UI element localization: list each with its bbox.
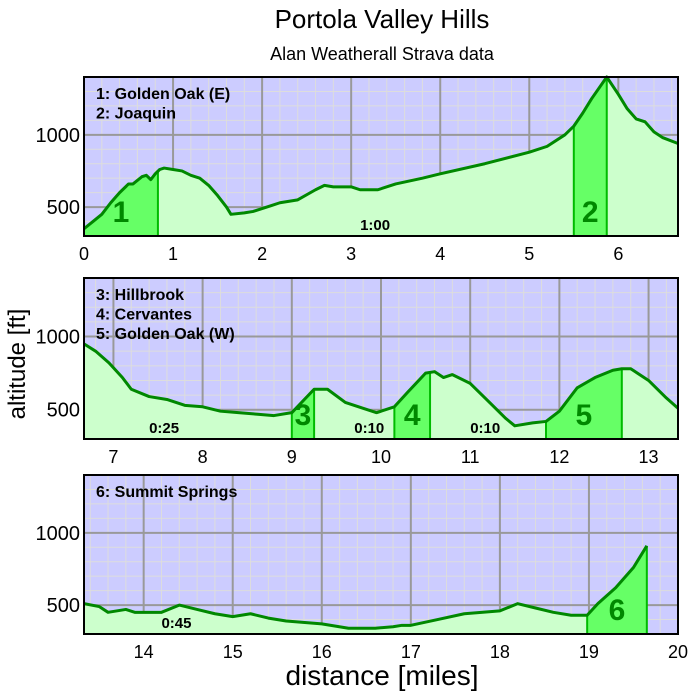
legend-entry: 2: Joaquin bbox=[96, 106, 176, 123]
panel-1: 1 2 1:00 1: Golden Oak (E) 2: Joaquin 500 1000… bbox=[36, 75, 679, 264]
climb-segment bbox=[546, 368, 622, 439]
climb-number-label: 1 bbox=[113, 196, 130, 229]
x-tick-label: 9 bbox=[287, 447, 297, 467]
split-time-label: 0:10 bbox=[470, 420, 500, 437]
elevation-area bbox=[84, 343, 678, 439]
x-tick-label: 16 bbox=[312, 642, 332, 662]
climb-number-label: 6 bbox=[609, 594, 626, 627]
x-axis-label: distance [miles] bbox=[285, 660, 479, 691]
climb-segment bbox=[291, 389, 315, 439]
climb-segment bbox=[84, 171, 158, 236]
split-time-label: 0:25 bbox=[149, 420, 179, 437]
legend-entry: 6: Summit Springs bbox=[96, 484, 237, 501]
x-tick-label: 4 bbox=[435, 244, 445, 264]
x-tick-label: 13 bbox=[639, 447, 659, 467]
climb-number-label: 2 bbox=[582, 196, 599, 229]
panel-2: 3 4 5 0:25 0:10 0:10 3: Hillbrook 4: Cervantes 5… bbox=[36, 277, 679, 467]
panel-3: 6 0:45 6: Summit Springs 500 1000 14 15 16 17 18 1… bbox=[36, 474, 688, 662]
x-tick-label: 12 bbox=[549, 447, 569, 467]
legend-entry: 4: Cervantes bbox=[96, 307, 192, 324]
y-tick-label: 500 bbox=[47, 400, 80, 422]
x-tick-label: 15 bbox=[223, 642, 243, 662]
legend-entry: 5: Golden Oak (W) bbox=[96, 326, 235, 343]
elevation-line bbox=[83, 75, 679, 230]
elevation-area bbox=[84, 77, 678, 236]
climb-number-label: 3 bbox=[295, 399, 312, 432]
x-tick-label: 11 bbox=[461, 447, 480, 467]
split-time-label: 1:00 bbox=[360, 217, 390, 234]
plot-frame bbox=[83, 76, 679, 237]
split-time-label: 0:45 bbox=[161, 615, 191, 632]
chart-title: Portola Valley Hills bbox=[274, 4, 490, 34]
y-tick-label: 1000 bbox=[36, 327, 81, 349]
x-tick-label: 7 bbox=[108, 447, 118, 467]
x-tick-label: 0 bbox=[79, 244, 89, 264]
x-tick-label: 5 bbox=[524, 244, 534, 264]
x-tick-label: 1 bbox=[168, 244, 178, 264]
y-tick-label: 500 bbox=[47, 197, 80, 219]
split-time-label: 0:10 bbox=[354, 420, 384, 437]
y-tick-label: 500 bbox=[47, 595, 80, 617]
climb-number-label: 4 bbox=[404, 399, 421, 432]
legend-entry: 1: Golden Oak (E) bbox=[96, 86, 230, 103]
x-tick-label: 2 bbox=[257, 244, 267, 264]
climb-segment bbox=[394, 372, 431, 439]
x-tick-label: 8 bbox=[198, 447, 208, 467]
legend-entry: 3: Hillbrook bbox=[96, 287, 184, 304]
elevation-area bbox=[84, 545, 647, 634]
x-tick-label: 18 bbox=[490, 642, 510, 662]
elevation-line bbox=[83, 342, 679, 428]
climb-segment bbox=[587, 545, 647, 634]
elevation-line bbox=[83, 545, 649, 630]
y-tick-label: 1000 bbox=[36, 523, 81, 545]
x-tick-label: 17 bbox=[401, 642, 421, 662]
x-tick-label: 10 bbox=[371, 447, 391, 467]
plot-frame bbox=[83, 474, 679, 635]
x-tick-label: 3 bbox=[346, 244, 356, 264]
chart-subtitle: Alan Weatherall Strava data bbox=[270, 44, 494, 64]
x-tick-label: 14 bbox=[134, 642, 154, 662]
x-tick-label: 19 bbox=[579, 642, 599, 662]
x-tick-label: 20 bbox=[668, 642, 688, 662]
plot-frame bbox=[83, 277, 679, 440]
y-tick-label: 1000 bbox=[36, 125, 81, 147]
climb-number-label: 5 bbox=[576, 399, 593, 432]
x-tick-label: 6 bbox=[613, 244, 623, 264]
